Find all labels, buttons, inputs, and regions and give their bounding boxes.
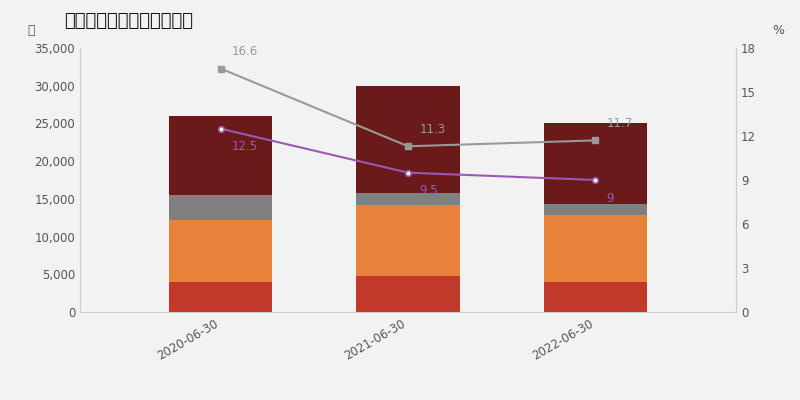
Text: 16.6: 16.6 (232, 45, 258, 58)
Text: 9: 9 (606, 192, 614, 205)
Bar (169, 282, 272, 312)
Text: 11.7: 11.7 (606, 117, 633, 130)
Bar (357, 205, 459, 276)
Bar (544, 282, 647, 312)
Bar (544, 204, 647, 216)
期间费用率 (216, 126, 226, 131)
Bar (544, 216, 647, 282)
毛利率 (216, 66, 226, 71)
期间费用率 (403, 170, 413, 175)
期间费用率 (590, 178, 600, 182)
Legend: 销售费用, 管理费用, 财务费用, 研发费用, 毛利率, 期间费用率: 销售费用, 管理费用, 财务费用, 研发费用, 毛利率, 期间费用率 (228, 394, 588, 400)
Bar (169, 195, 272, 220)
Bar (357, 193, 459, 205)
Text: 9.5: 9.5 (419, 184, 438, 198)
Bar (357, 276, 459, 312)
Bar (169, 220, 272, 282)
毛利率 (590, 138, 600, 143)
Text: 12.5: 12.5 (232, 140, 258, 154)
Text: 万: 万 (27, 24, 34, 38)
Text: %: % (773, 24, 785, 38)
Line: 毛利率: 毛利率 (218, 66, 598, 149)
Text: 11.3: 11.3 (419, 123, 446, 136)
Bar (544, 124, 647, 204)
Bar (357, 86, 459, 193)
Text: 历年期间费用及毛利率变化: 历年期间费用及毛利率变化 (64, 12, 193, 30)
Bar (169, 116, 272, 195)
Line: 期间费用率: 期间费用率 (218, 126, 598, 183)
毛利率 (403, 144, 413, 149)
